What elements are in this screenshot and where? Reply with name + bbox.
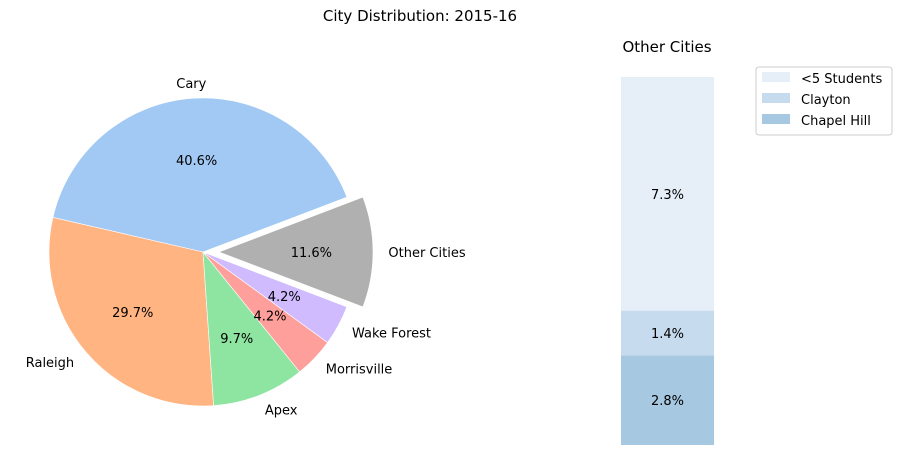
legend-swatch-clayton bbox=[762, 93, 790, 103]
pie-chart-title: City Distribution: 2015-16 bbox=[323, 7, 517, 25]
stacked-bar-chart: 2.8% 1.4% 7.3% bbox=[621, 77, 714, 445]
pie-slice-other-cities bbox=[218, 196, 374, 308]
legend-label-clayton: Clayton bbox=[801, 93, 851, 108]
legend-label-chapel-hill: Chapel Hill bbox=[801, 114, 871, 129]
pie-pct-label-morrisville: 4.2% bbox=[253, 310, 286, 325]
bar-label-clayton: 1.4% bbox=[651, 327, 684, 342]
pie-label-apex: Apex bbox=[265, 404, 298, 419]
pie-label-morrisville: Morrisville bbox=[326, 363, 393, 378]
pie-pct-label-other-cities: 11.6% bbox=[291, 246, 332, 261]
bar-segment-chapel-hill bbox=[621, 355, 714, 445]
pie-label-raleigh: Raleigh bbox=[26, 356, 74, 371]
pie-label-other-cities: Other Cities bbox=[388, 246, 465, 261]
bar-segment-5-students bbox=[621, 77, 714, 311]
pie-pct-label-raleigh: 29.7% bbox=[112, 306, 153, 321]
pie-chart: Cary 40.6% Raleigh 29.7% Apex 9.7% Morrisville… bbox=[26, 77, 466, 419]
legend-swatch-chapel-hill bbox=[762, 114, 790, 124]
bar-label-chapel-hill: 2.8% bbox=[651, 394, 684, 409]
pie-pct-label-wake-forest: 4.2% bbox=[268, 290, 301, 305]
pie-label-cary: Cary bbox=[176, 77, 206, 92]
stacked-bar-title: Other Cities bbox=[622, 38, 711, 56]
bar-label-5-students: 7.3% bbox=[651, 188, 684, 203]
pie-slice-raleigh bbox=[48, 217, 214, 407]
pie-pct-label-apex: 9.7% bbox=[220, 332, 253, 347]
pie-slice-wake-forest bbox=[202, 251, 348, 343]
legend-label-5-students: <5 Students bbox=[801, 72, 882, 87]
pie-slice-apex bbox=[202, 251, 301, 406]
pie-slice-cary bbox=[52, 97, 348, 253]
pie-label-wake-forest: Wake Forest bbox=[352, 327, 431, 342]
legend: <5 Students Clayton Chapel Hill bbox=[755, 66, 893, 136]
bar-segment-clayton bbox=[621, 310, 714, 356]
pie-pct-label-cary: 40.6% bbox=[176, 154, 217, 169]
legend-swatch-5-students bbox=[762, 72, 790, 82]
